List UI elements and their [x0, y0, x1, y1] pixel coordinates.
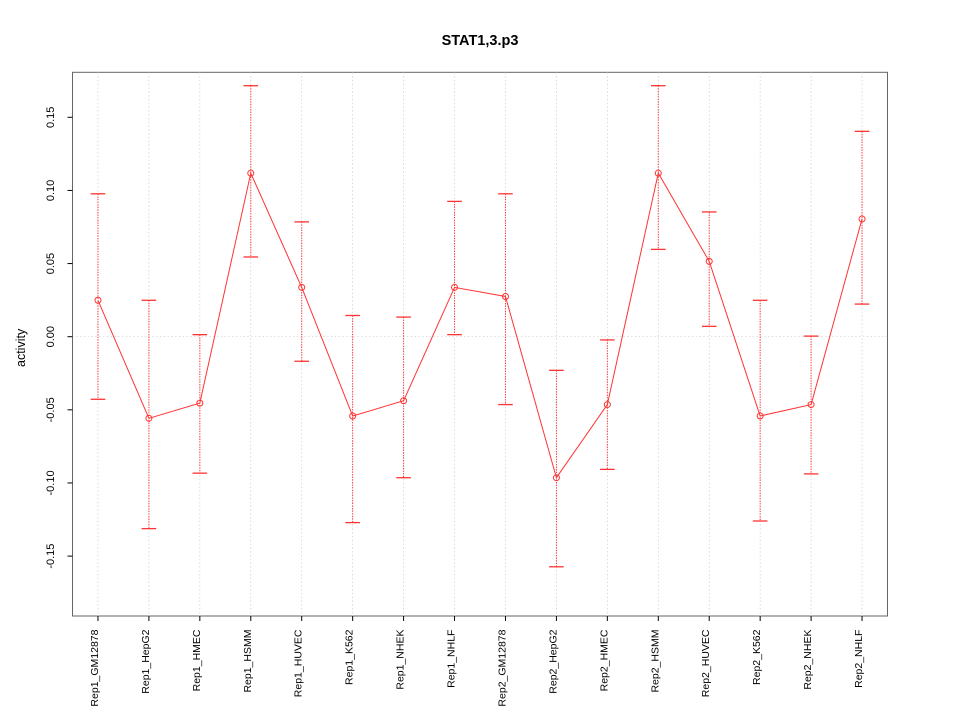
svg-text:Rep2_K562: Rep2_K562: [751, 629, 763, 685]
svg-text:Rep2_HMEC: Rep2_HMEC: [598, 629, 610, 691]
svg-text:Rep2_GM12878: Rep2_GM12878: [496, 629, 508, 706]
svg-text:Rep1_HepG2: Rep1_HepG2: [140, 629, 152, 693]
svg-text:Rep2_HUVEC: Rep2_HUVEC: [700, 629, 712, 697]
svg-text:Rep2_NHEK: Rep2_NHEK: [802, 630, 814, 690]
svg-text:0.05: 0.05: [45, 253, 57, 274]
svg-text:Rep1_K562: Rep1_K562: [344, 629, 356, 685]
svg-text:0.15: 0.15: [45, 107, 57, 128]
svg-text:0.10: 0.10: [45, 180, 57, 201]
svg-text:0.00: 0.00: [45, 326, 57, 347]
svg-text:Rep1_HMEC: Rep1_HMEC: [191, 629, 203, 691]
svg-text:Rep1_NHLF: Rep1_NHLF: [446, 630, 458, 688]
svg-text:Rep2_HSMM: Rep2_HSMM: [649, 630, 661, 693]
svg-text:Rep2_HepG2: Rep2_HepG2: [547, 629, 559, 693]
svg-text:Rep1_NHEK: Rep1_NHEK: [395, 630, 407, 690]
svg-text:-0.10: -0.10: [45, 470, 57, 495]
svg-text:Rep1_HUVEC: Rep1_HUVEC: [293, 629, 305, 697]
svg-text:-0.05: -0.05: [45, 397, 57, 422]
svg-text:-0.15: -0.15: [45, 544, 57, 569]
svg-text:Rep1_HSMM: Rep1_HSMM: [242, 630, 254, 693]
svg-text:Rep2_NHLF: Rep2_NHLF: [853, 630, 865, 688]
svg-text:Rep1_GM12878: Rep1_GM12878: [89, 629, 101, 706]
